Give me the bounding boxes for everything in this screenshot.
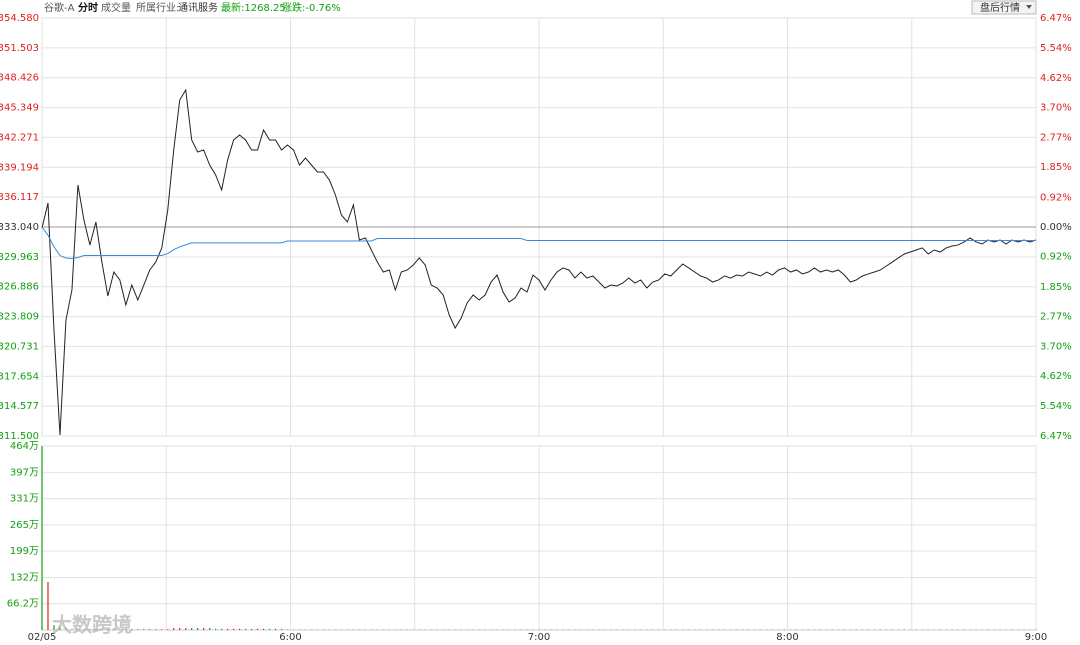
volume-bar (203, 628, 205, 630)
button[interactable] (971, 0, 1037, 15)
y-tick-label: 317.654 (0, 371, 39, 382)
volume-bar (209, 628, 211, 630)
volume-bar (173, 628, 175, 630)
y-tick-label: 342.271 (0, 132, 39, 143)
button-label[interactable]: 盘后行情 (980, 1, 1020, 14)
volume-bar (47, 582, 49, 630)
y-tick-label: 329.963 (0, 252, 39, 263)
tab-active[interactable]: 分时 (78, 1, 98, 14)
y-tick-label: 323.809 (0, 312, 39, 323)
dropdown-arrow[interactable] (1026, 5, 1032, 9)
volume-bar (221, 628, 223, 630)
volume-bar (77, 629, 79, 630)
volume-bar (262, 628, 265, 630)
volume-bar (53, 625, 55, 630)
tab-volume[interactable]: 成交量 (101, 1, 131, 14)
volume-bar (71, 629, 73, 630)
volume-bar (274, 628, 277, 630)
volume-bar (101, 629, 103, 630)
y2-tick-label: 5.54% (1040, 43, 1072, 54)
x-tick-label: 8:00 (776, 632, 798, 643)
symbol: 谷歌-A (44, 1, 75, 14)
volume-bar (256, 628, 259, 630)
y2-tick-label: 0.00% (1040, 222, 1072, 233)
y2-tick-label: 2.77% (1040, 311, 1072, 322)
y-tick-label: 464万 (10, 441, 39, 452)
y2-tick-label: 6.47% (1040, 431, 1072, 442)
volume-bar (59, 626, 61, 630)
volume-bar (191, 628, 193, 630)
volume-bar (143, 629, 145, 630)
industry-label: 所属行业: (136, 1, 179, 14)
y2-tick-label: 5.54% (1040, 401, 1072, 412)
volume-bar (155, 629, 157, 630)
y-tick-label: 265万 (10, 520, 39, 531)
x-tick-label: 02/05 (28, 632, 57, 643)
volume-bar (41, 446, 43, 630)
y-tick-label: 397万 (10, 468, 39, 479)
y-tick-label: 320.731 (0, 341, 39, 352)
y2-tick-label: 4.62% (1040, 73, 1072, 84)
y2-tick-label: 0.92% (1040, 192, 1072, 203)
y-tick-label: 311.500 (0, 431, 39, 442)
volume-bar (107, 629, 109, 630)
volume-bar (161, 629, 163, 630)
watermark: 大数跨境 (52, 613, 132, 637)
y2-tick-label: 0.92% (1040, 252, 1072, 263)
y2-tick-label: 1.85% (1040, 282, 1072, 293)
volume-bar (119, 629, 121, 630)
volume-bar (185, 628, 187, 630)
y-tick-label: 348.426 (0, 73, 39, 84)
volume-bar (239, 628, 241, 630)
volume-bar (179, 628, 181, 630)
volume-bar (131, 629, 133, 630)
y2-tick-label: 6.47% (1040, 13, 1072, 24)
change: 涨跌:-0.76% (282, 1, 341, 14)
volume-bar (280, 628, 283, 630)
volume-bar (125, 629, 127, 630)
y-tick-label: 354.580 (0, 13, 39, 24)
price-line (41, 88, 1037, 436)
volume-bar (268, 628, 271, 630)
y-tick-label: 132万 (10, 573, 39, 584)
volume-bar (113, 629, 115, 630)
volume-bar (83, 629, 85, 630)
volume-bar (197, 628, 199, 630)
volume-bar (233, 628, 235, 630)
y-tick-label: 336.117 (0, 192, 39, 203)
latest: 最新:1268.25 (221, 1, 286, 14)
volume-bar (250, 628, 253, 630)
volume-bar (89, 629, 91, 630)
y2-tick-label: 2.77% (1040, 133, 1072, 144)
volume-bar (95, 629, 97, 630)
volume-bar (227, 628, 229, 630)
y2-tick-label: 4.62% (1040, 371, 1072, 382)
y-tick-label: 345.349 (0, 103, 39, 114)
y-tick-label: 331万 (10, 494, 39, 505)
volume-bar (137, 629, 139, 630)
y-tick-label: 333.040 (0, 222, 39, 233)
price-line (41, 226, 1036, 259)
y2-tick-label: 1.85% (1040, 162, 1072, 173)
y-tick-label: 199万 (10, 546, 39, 557)
volume-bar (65, 627, 67, 630)
volume-bar (149, 629, 151, 630)
volume-bar (244, 628, 247, 630)
y-tick-label: 66.2万 (7, 599, 39, 610)
industry: 通讯服务 (178, 1, 218, 14)
y2-tick-label: 3.70% (1040, 102, 1072, 113)
y2-tick-label: 3.70% (1040, 342, 1072, 353)
volume-bar (215, 628, 217, 630)
y-tick-label: 351.503 (0, 43, 39, 54)
x-tick-label: 9:00 (1025, 632, 1047, 643)
y-tick-label: 314.577 (0, 401, 39, 412)
y-tick-label: 339.194 (0, 162, 39, 173)
x-tick-label: 7:00 (528, 632, 550, 643)
y-tick-label: 326.886 (0, 282, 39, 293)
x-tick-label: 6:00 (279, 632, 301, 643)
volume-bar (167, 629, 169, 630)
